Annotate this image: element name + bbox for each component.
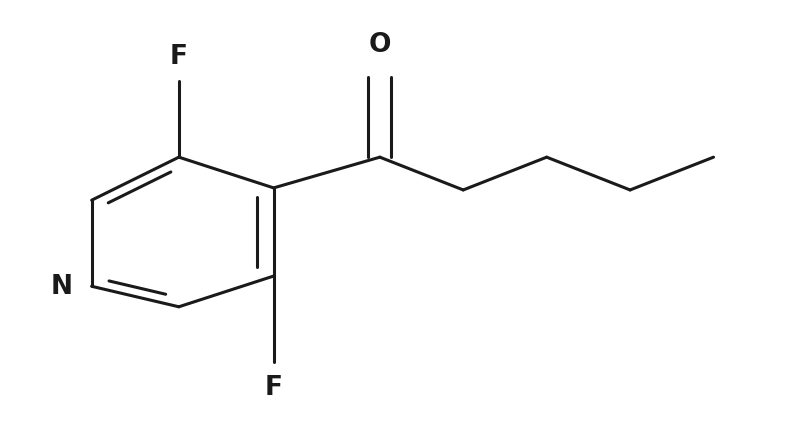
- Text: F: F: [265, 374, 283, 400]
- Text: F: F: [170, 44, 188, 70]
- Text: O: O: [369, 32, 391, 58]
- Text: N: N: [51, 273, 73, 299]
